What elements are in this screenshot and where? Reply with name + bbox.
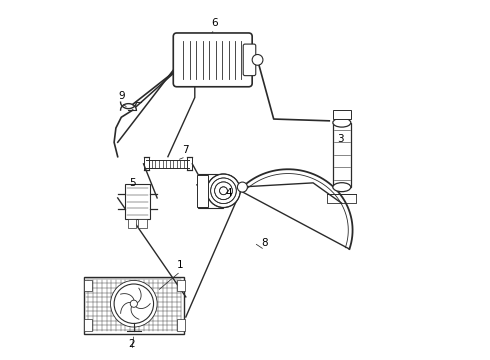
Text: 1: 1 bbox=[177, 260, 184, 270]
Bar bbox=[197, 175, 208, 207]
Bar bbox=[125, 184, 150, 220]
Text: 8: 8 bbox=[261, 238, 268, 248]
Text: 3: 3 bbox=[337, 135, 343, 144]
Text: 6: 6 bbox=[211, 18, 218, 28]
Circle shape bbox=[237, 182, 247, 192]
Circle shape bbox=[111, 280, 157, 327]
Bar bbox=[139, 220, 147, 228]
Text: 5: 5 bbox=[129, 177, 135, 188]
Bar bbox=[84, 277, 184, 334]
Bar bbox=[84, 319, 92, 330]
Bar bbox=[333, 110, 351, 119]
Ellipse shape bbox=[333, 118, 351, 127]
Bar bbox=[177, 319, 185, 330]
Bar bbox=[84, 280, 92, 291]
Bar bbox=[333, 123, 351, 187]
Circle shape bbox=[114, 284, 153, 323]
Bar bbox=[177, 280, 185, 291]
Text: 7: 7 bbox=[182, 145, 189, 155]
Circle shape bbox=[130, 300, 137, 307]
Bar bbox=[128, 220, 136, 228]
Text: 4: 4 bbox=[225, 188, 232, 198]
Circle shape bbox=[252, 54, 263, 65]
Text: 2: 2 bbox=[129, 339, 135, 349]
Text: 9: 9 bbox=[118, 91, 124, 102]
Circle shape bbox=[207, 174, 240, 207]
FancyBboxPatch shape bbox=[243, 44, 256, 76]
FancyBboxPatch shape bbox=[173, 33, 252, 87]
Ellipse shape bbox=[333, 183, 351, 192]
Bar bbox=[198, 174, 223, 207]
